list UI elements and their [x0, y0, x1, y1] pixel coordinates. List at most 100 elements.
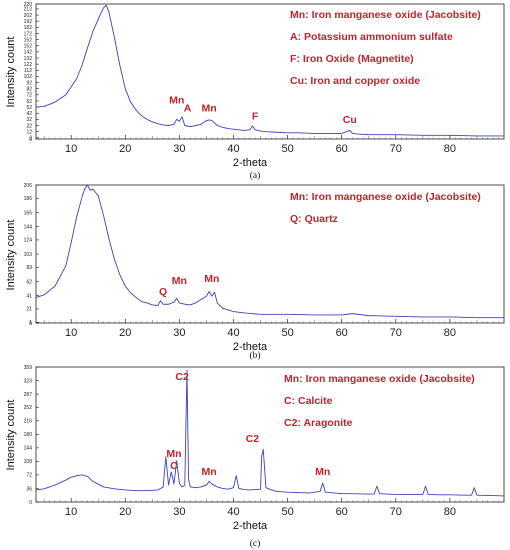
x-tick-label: 40: [227, 143, 239, 155]
plot-frame: [35, 3, 505, 140]
y-tick-label: 103: [24, 252, 33, 258]
y-tick-label: 122: [24, 62, 33, 68]
x-axis-label: 2-theta: [233, 520, 268, 532]
x-tick-label: 50: [281, 506, 293, 518]
x-tick-label: 50: [281, 327, 293, 339]
y-axis-label: Intensity count: [5, 220, 17, 291]
y-tick-label: 21: [26, 307, 32, 313]
peak-label-c2: C2: [246, 433, 260, 445]
x-tick-label: 70: [390, 143, 402, 155]
x-tick-label: 80: [444, 143, 456, 155]
x-tick-label: 20: [119, 143, 131, 155]
y-tick-label: 359: [24, 365, 33, 371]
panel-label: (c): [250, 538, 261, 549]
y-tick-label: 12: [26, 129, 32, 135]
y-tick-label: 144: [24, 446, 33, 452]
y-tick-label: 192: [24, 19, 33, 25]
peak-label-c: C: [170, 460, 178, 472]
x-tick-label: 30: [173, 327, 185, 339]
x-tick-label: 10: [65, 327, 77, 339]
plot-frame: [35, 184, 505, 324]
x-tick-label: 40: [227, 506, 239, 518]
y-tick-label: 36: [26, 486, 32, 492]
y-axis-label: Intensity count: [5, 37, 17, 108]
peak-label-cu: Cu: [343, 114, 357, 126]
y-tick-label: 162: [24, 37, 33, 43]
x-tick-label: 20: [119, 327, 131, 339]
peak-label-f: F: [252, 110, 259, 122]
y-tick-label: 180: [24, 432, 33, 438]
y-tick-label: 92: [26, 80, 32, 86]
y-tick-label: 62: [26, 99, 32, 105]
legend: Mn: Iron manganese oxide (Jacobsite) Q: Q…: [290, 191, 481, 225]
peak-label-q: Q: [159, 286, 167, 298]
y-tick-label: 83: [26, 265, 32, 271]
x-axis-ticks: 10 20 30 40 50 60 70 80: [43, 498, 499, 518]
series-line-1: [35, 184, 504, 319]
x-tick-label: 20: [119, 506, 131, 518]
x-axis-ticks: 10 20 30 40 50 60 70 80: [43, 135, 499, 155]
peak-label-mn: Mn: [202, 102, 217, 114]
peak-label-mn: Mn: [315, 466, 330, 478]
x-tick-label: 30: [173, 506, 185, 518]
y-tick-label: 216: [24, 419, 33, 425]
peak-label-mn: Mn: [172, 275, 187, 287]
y-tick-label: 182: [24, 25, 33, 31]
legend-entry: Cu: Iron and copper oxide: [290, 75, 420, 87]
legend-entry: Q: Quartz: [290, 213, 338, 225]
panel-label: (a): [250, 170, 261, 181]
y-axis-ticks: 0 36 72 108 144 180 216 252 287 323 359: [24, 365, 39, 506]
y-tick-label: 0: [29, 500, 32, 506]
series-line-1: [35, 369, 505, 497]
y-tick-label: 0: [29, 137, 32, 143]
y-tick-label: 323: [24, 378, 33, 384]
y-tick-label: 212: [24, 7, 33, 13]
y-tick-label: 144: [24, 224, 33, 230]
y-tick-label: 142: [24, 50, 33, 56]
legend-entry: C2: Aragonite: [284, 417, 353, 429]
chart-panel-3: 0 36 72 108 144 180 216 252 287 323 359 10 20 30 40 50 6…: [5, 365, 505, 549]
legend-entry: Mn: Iron manganese oxide (Jacobsite): [284, 373, 475, 385]
y-tick-label: 132: [24, 56, 33, 62]
legend-entry: F: Iron Oxide (Magnetite): [290, 53, 414, 65]
y-tick-label: 172: [24, 31, 33, 37]
peak-label-mn: Mn: [202, 466, 217, 478]
y-tick-label: 165: [24, 210, 33, 216]
y-tick-label: 287: [24, 392, 33, 398]
legend: Mn: Iron manganese oxide (Jacobsite) C: C…: [284, 373, 475, 429]
x-axis-ticks: 10 20 30 40 50 60 70 80: [43, 319, 499, 339]
y-axis-ticks: 01 21 41 62 83 103 124 144 165 186 206: [24, 183, 39, 327]
y-tick-label: 42: [26, 111, 32, 117]
x-tick-label: 80: [444, 327, 456, 339]
y-tick-label: 102: [24, 74, 33, 80]
legend-entry: A: Potassium ammonium sulfate: [290, 31, 453, 43]
y-tick-label: 108: [24, 459, 33, 465]
x-tick-label: 40: [227, 327, 239, 339]
y-tick-label: 1: [29, 320, 32, 326]
peak-label-mn: Mn: [166, 448, 181, 460]
legend-entry: C: Calcite: [284, 395, 333, 407]
x-tick-label: 60: [336, 143, 348, 155]
y-tick-label: 32: [26, 117, 32, 123]
x-axis-label: 2-theta: [233, 341, 268, 353]
x-tick-label: 80: [444, 506, 456, 518]
panel-label: (b): [249, 350, 260, 361]
y-tick-label: 52: [26, 105, 32, 111]
y-tick-label: 22: [26, 123, 32, 129]
y-tick-label: 2: [29, 136, 32, 142]
peak-label-mn: Mn: [169, 94, 184, 106]
x-tick-label: 60: [336, 327, 348, 339]
x-tick-label: 10: [65, 143, 77, 155]
y-tick-label: 152: [24, 44, 33, 50]
y-tick-label: 0: [29, 321, 32, 327]
peak-label-a: A: [184, 102, 192, 114]
y-tick-label: 41: [26, 293, 32, 299]
series-line-1: [35, 4, 504, 137]
y-tick-label: 82: [26, 86, 32, 92]
chart-panel-2: 01 21 41 62 83 103 124 144 165 186 206 10 20 30 40 50 60…: [5, 183, 505, 361]
y-axis-label: Intensity count: [5, 400, 17, 471]
legend-entry: Mn: Iron manganese oxide (Jacobsite): [290, 9, 481, 21]
peak-label-mn: Mn: [204, 273, 219, 285]
y-tick-label: 186: [24, 196, 33, 202]
